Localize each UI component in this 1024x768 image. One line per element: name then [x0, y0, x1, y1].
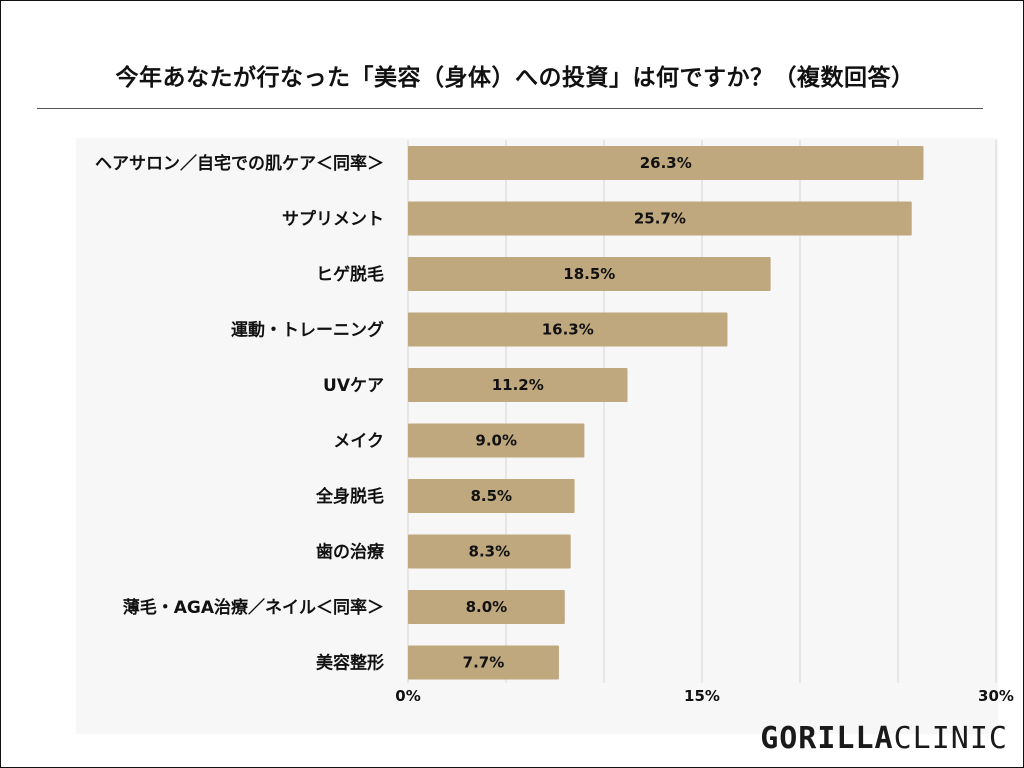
x-tick-label: 30% [978, 687, 1014, 705]
data-label: 11.2% [492, 376, 544, 394]
bar [408, 423, 585, 458]
data-label: 8.0% [466, 598, 508, 616]
x-tick-label: 0% [395, 687, 420, 705]
bar [408, 645, 559, 680]
brand-logo-bold: GORILLA [760, 721, 894, 756]
category-label: 全身脱毛 [315, 486, 384, 507]
bar [408, 312, 728, 347]
chart-title: 今年あなたが行なった「美容（身体）への投資」は何ですか？（複数回答） [115, 65, 915, 91]
data-label: 8.5% [470, 487, 512, 505]
bar [408, 479, 575, 513]
category-label: 運動・トレーニング [231, 320, 384, 341]
category-label: 歯の治療 [316, 542, 385, 563]
data-label: 25.7% [634, 210, 686, 228]
category-label: サプリメント [282, 209, 384, 230]
category-label: 薄毛・AGA治療／ネイル＜同率＞ [123, 597, 384, 618]
data-label: 16.3% [542, 321, 594, 339]
category-label: UVケア [323, 376, 384, 396]
data-label: 18.5% [563, 265, 615, 283]
bar [408, 146, 924, 180]
category-label: メイク [333, 432, 384, 452]
x-tick-label: 15% [684, 687, 720, 705]
title-divider [37, 108, 983, 109]
category-label: ヘアサロン／自宅での肌ケア＜同率＞ [95, 153, 384, 174]
bar [408, 534, 571, 569]
bar [408, 201, 912, 236]
brand-logo: GORILLACLINIC [760, 721, 1008, 756]
category-label: ヒゲ脱毛 [316, 264, 384, 285]
bar [408, 257, 771, 291]
category-label: 美容整形 [316, 653, 384, 674]
data-label: 8.3% [469, 543, 511, 561]
data-label: 26.3% [640, 154, 692, 172]
data-label: 7.7% [463, 654, 505, 672]
bar [408, 590, 565, 624]
brand-logo-light: CLINIC [893, 721, 1008, 756]
bar [408, 368, 628, 402]
data-label: 9.0% [475, 432, 517, 450]
